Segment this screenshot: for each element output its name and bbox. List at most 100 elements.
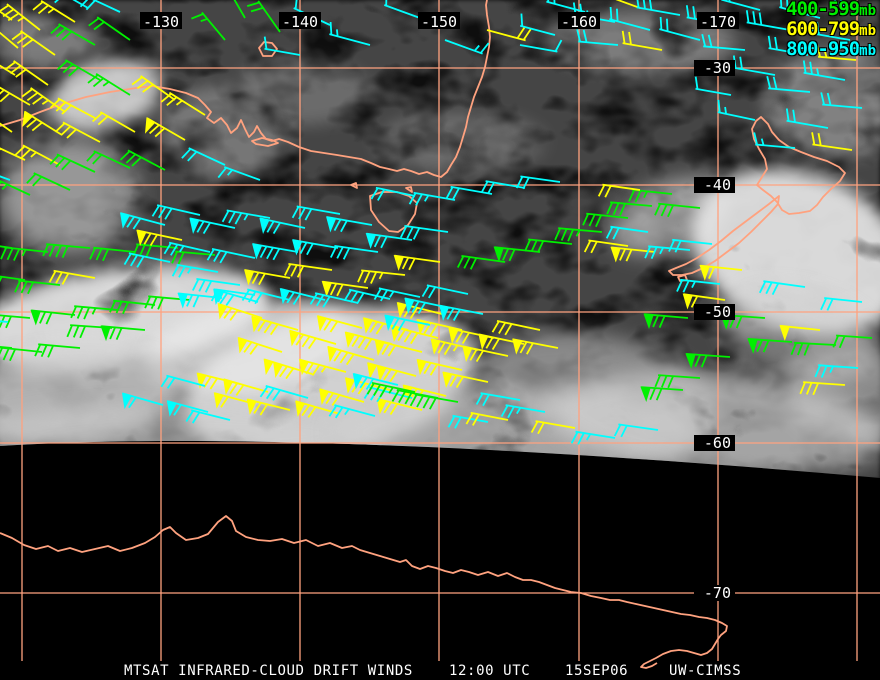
wind-barb [597,183,641,198]
barb-staff [185,409,231,424]
coastline-layer [0,0,846,669]
barb-staff [465,411,509,426]
barb-staff [475,392,521,407]
wind-barb [289,329,337,350]
barb-staff [605,225,649,240]
barb-staff [0,147,26,161]
barb-pennant [610,246,621,263]
wind-barb [456,255,506,270]
barb-staff [66,324,113,339]
barb-staff [816,44,857,61]
wind-barb [49,153,96,173]
barb-staff [832,334,873,349]
barb-staff [171,250,216,265]
wind-barb [833,0,871,13]
wind-barb [621,30,663,51]
lon-label-box [140,12,182,29]
wind-barb [244,269,291,286]
wind-barb [462,345,509,363]
wind-barb [160,91,206,116]
barb-staff [721,0,761,11]
wind-barb [181,147,226,166]
wind-barb [416,358,463,376]
wind-barb [493,246,541,263]
wind-barb [89,246,136,262]
wind-barb [374,339,423,357]
wind-barb [252,243,299,261]
wind-barb [32,0,76,23]
barb-pennant [365,232,377,249]
wind-barb [0,275,26,283]
barb-staff [820,297,863,311]
lat-label-box [694,60,735,76]
barb-staff [391,325,439,345]
wind-barb [160,374,206,389]
wind-barb [321,280,369,297]
wind-barb [217,302,263,321]
wind-barb [0,175,11,181]
lon-label-box [558,12,600,29]
wind-barb [384,314,431,332]
wind-barb [49,97,96,119]
barb-pennant [259,217,270,234]
wind-barb [643,313,689,330]
wind-barb [144,295,191,310]
wind-barb [0,180,31,196]
barb-pennant [779,325,790,341]
wind-barb [767,35,809,56]
barb-staff [576,29,619,46]
barb-staff [409,393,459,410]
wind-barb [263,358,313,380]
wind-barb [87,73,131,96]
wind-barb [582,212,629,228]
barb-pennant [295,400,306,418]
barb-pennant [119,212,131,229]
wind-barb [606,201,653,216]
wind-barb [654,202,701,218]
legend-range-label: 800-950 [786,38,860,60]
wind-barb [512,338,559,355]
barb-staff [309,292,359,308]
barb-staff [14,279,61,295]
barb-staff [745,10,791,31]
barb-pennant [640,386,651,403]
wind-barb [14,144,61,166]
wind-barb [779,0,821,19]
barb-pennant [252,243,263,260]
barb-pennant [316,315,328,332]
barb-staff [343,288,391,305]
wind-barb [329,21,371,46]
wind-barb [48,269,96,285]
barb-staff [613,423,659,438]
barb-staff [299,358,347,376]
barb-pennant [376,398,387,415]
lat-label-box [694,177,735,193]
barb-staff [444,39,490,55]
barb-staff [779,0,821,19]
lon-label: -140 [282,13,318,31]
barb-staff [263,36,301,56]
barb-staff [811,132,853,151]
legend-unit-label: mb [859,23,876,39]
wind-barb [0,64,16,76]
legend-unit-label: mb [859,43,876,59]
barb-staff [753,132,796,149]
wind-barb [329,245,379,260]
barb-staff [217,166,261,181]
wind-barb [654,374,701,389]
barb-staff [570,430,616,445]
barb-staff [171,263,219,278]
lat-label: -60 [704,434,731,452]
wind-barb [57,59,101,81]
wind-barb [0,122,13,133]
barb-staff [32,0,76,23]
wind-barb [486,27,532,42]
barb-pennant [374,339,385,357]
wind-barb [491,320,541,336]
wind-barb [515,175,561,190]
wind-barb [480,180,526,195]
barb-staff [554,227,603,242]
wind-barb [30,309,76,326]
barb-staff [50,23,96,46]
